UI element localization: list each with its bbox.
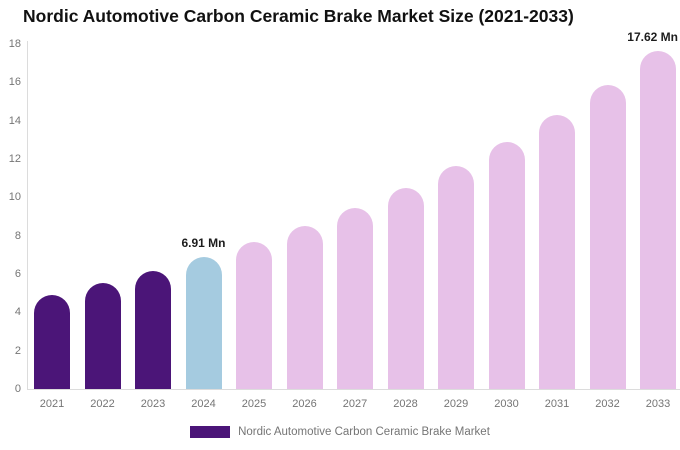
legend-item-label[interactable]: Nordic Automotive Carbon Ceramic Brake M…	[238, 426, 490, 438]
x-axis-label-2025: 2025	[241, 398, 267, 410]
y-axis-tick-label: 0	[14, 383, 21, 395]
annotation-2024: 6.91 Mn	[181, 235, 226, 250]
x-axis-label-2026: 2026	[292, 398, 317, 410]
bar-2022[interactable]	[84, 283, 121, 389]
chart-title: Nordic Automotive Carbon Ceramic Brake M…	[23, 6, 574, 26]
bar-2032[interactable]	[589, 84, 626, 389]
y-axis-tick-label: 12	[8, 152, 21, 165]
y-axis-tick-label: 6	[14, 267, 21, 280]
bar-2021[interactable]	[34, 294, 70, 389]
x-axis-label-2023: 2023	[140, 398, 166, 410]
bar-2025[interactable]	[236, 241, 272, 389]
bar-2027[interactable]	[337, 208, 373, 389]
x-axis-label-2021: 2021	[39, 398, 65, 410]
bar-2030[interactable]	[488, 141, 525, 389]
bar-2033[interactable]	[640, 51, 676, 389]
x-axis-label-2022: 2022	[90, 398, 115, 410]
y-axis-tick-label: 16	[8, 76, 21, 89]
annotation-2033: 17.62 Mn	[627, 30, 678, 45]
x-axis-label-2032: 2032	[595, 398, 620, 410]
y-axis-tick-label: 10	[8, 191, 21, 204]
x-axis-line	[27, 389, 680, 390]
x-axis-label-2024: 2024	[191, 398, 216, 410]
x-axis-label-2030: 2030	[494, 398, 519, 410]
x-axis-label-2033: 2033	[645, 398, 671, 410]
x-axis-label-2029: 2029	[443, 398, 469, 410]
y-axis-tick-label: 4	[14, 306, 21, 319]
bar-2029[interactable]	[438, 166, 474, 389]
legend: Nordic Automotive Carbon Ceramic Brake M…	[0, 426, 680, 438]
bar-2028[interactable]	[387, 188, 424, 389]
y-axis-tick-label: 2	[14, 344, 21, 357]
bar-2026[interactable]	[286, 225, 323, 389]
bar-2024[interactable]	[185, 256, 222, 389]
x-axis-label-2027: 2027	[342, 398, 368, 410]
bar-2023[interactable]	[135, 270, 171, 389]
y-axis-line	[27, 41, 28, 389]
y-axis-tick-label: 8	[14, 229, 21, 242]
legend-swatch[interactable]	[190, 426, 231, 438]
y-axis-tick-label: 18	[8, 37, 21, 50]
y-axis-tick-label: 14	[8, 114, 21, 127]
x-axis-label-2028: 2028	[393, 398, 418, 410]
bar-2031[interactable]	[539, 114, 575, 389]
x-axis-label-2031: 2031	[544, 398, 570, 410]
